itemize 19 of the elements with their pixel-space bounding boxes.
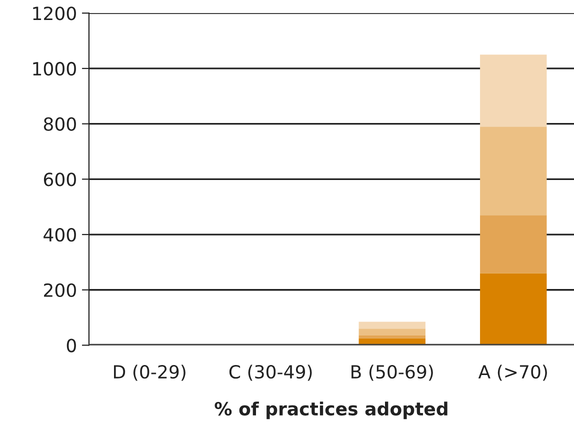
- y-tick-label: 0: [66, 338, 76, 352]
- y-tick-label: 800: [44, 117, 76, 131]
- bar: [480, 273, 547, 346]
- y-tick-label: 200: [44, 283, 76, 297]
- bar: [358, 328, 426, 336]
- y-tick-label: 1000: [33, 62, 76, 76]
- y-tick-label: 400: [44, 228, 76, 242]
- x-tick-label: A (>70): [478, 364, 547, 381]
- x-axis-title: % of practices adopted: [214, 402, 448, 420]
- bar: [358, 336, 426, 338]
- bar: [480, 54, 547, 127]
- x-tick-label: B (50-69): [352, 364, 433, 381]
- bar: [358, 322, 426, 329]
- bar: [480, 215, 547, 274]
- y-tick-label: 1200: [33, 6, 76, 20]
- bar: [480, 126, 547, 216]
- y-tick-label: 600: [44, 172, 76, 186]
- x-tick-label: C (30-49): [229, 364, 312, 381]
- x-tick-label: D (0-29): [114, 364, 186, 381]
